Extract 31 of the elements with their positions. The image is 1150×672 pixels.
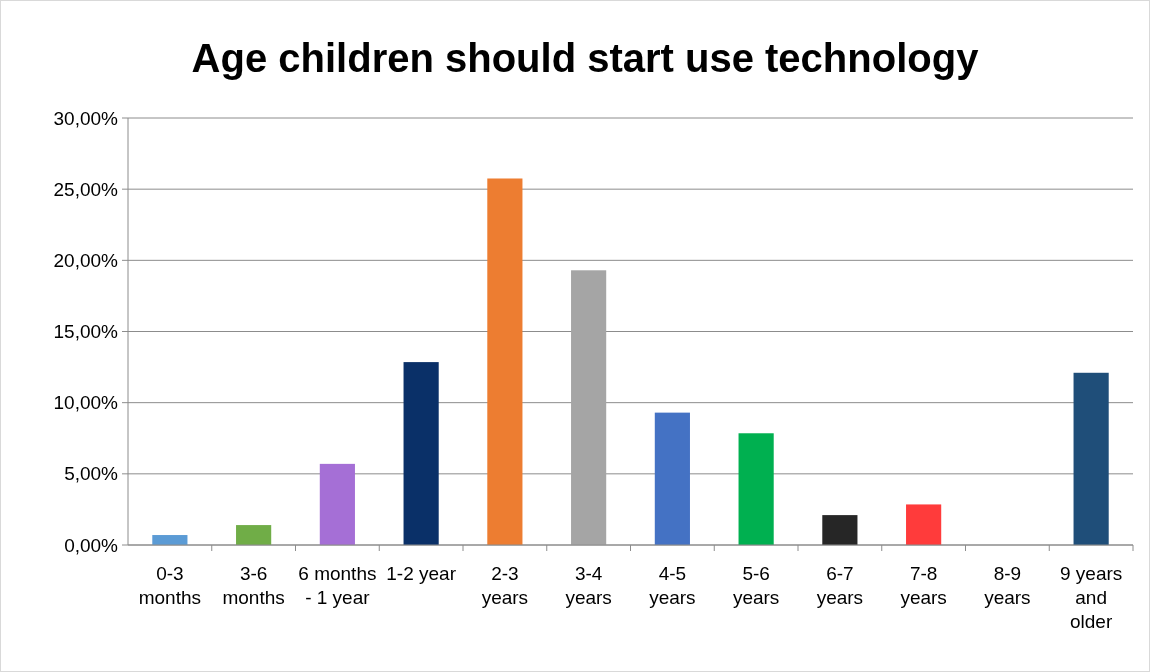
x-tick-label: 0-3 months bbox=[138, 563, 202, 608]
bar bbox=[236, 525, 272, 545]
bar bbox=[822, 515, 858, 545]
x-tick-label: 8-9 years bbox=[984, 563, 1031, 608]
bar bbox=[403, 362, 439, 545]
y-tick-label: 5,00% bbox=[64, 463, 119, 485]
bar bbox=[571, 270, 607, 545]
x-tick-label: 7-8 years bbox=[900, 563, 947, 608]
x-tick-label: 1-2 year bbox=[386, 563, 457, 584]
y-tick-label: 0,00% bbox=[64, 534, 119, 556]
x-tick-label: 3-4 years bbox=[565, 563, 612, 608]
y-tick-label: 30,00% bbox=[53, 107, 119, 129]
y-tick-label: 25,00% bbox=[53, 178, 119, 200]
bar bbox=[906, 504, 942, 545]
bar bbox=[738, 433, 774, 545]
x-tick-label: 2-3 years bbox=[481, 563, 529, 608]
y-tick-label: 20,00% bbox=[53, 249, 119, 271]
bar bbox=[487, 178, 523, 545]
x-tick-label: 9 years and older bbox=[1059, 563, 1123, 632]
x-tick-label: 6 months - 1 year bbox=[298, 563, 377, 608]
x-tick-label: 5-6 years bbox=[732, 563, 780, 608]
x-tick-label: 6-7 years bbox=[816, 563, 864, 608]
chart-title: Age children should start use technology bbox=[191, 36, 980, 80]
x-tick-label: 4-5 years bbox=[649, 563, 696, 608]
bar bbox=[1073, 372, 1109, 545]
bar bbox=[152, 535, 188, 545]
bar bbox=[654, 412, 690, 545]
y-tick-label: 15,00% bbox=[53, 321, 119, 343]
bar bbox=[319, 463, 355, 545]
x-tick-label: 3-6 months bbox=[222, 563, 285, 608]
y-tick-label: 10,00% bbox=[53, 392, 119, 414]
